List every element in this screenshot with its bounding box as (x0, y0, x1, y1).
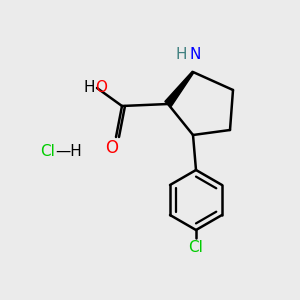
Polygon shape (165, 71, 194, 106)
Text: O: O (95, 80, 107, 94)
Text: Cl: Cl (189, 240, 203, 255)
Text: Cl: Cl (40, 145, 55, 160)
Text: H: H (83, 80, 95, 94)
Text: —H: —H (55, 145, 82, 160)
Text: H: H (175, 47, 187, 62)
Text: O: O (106, 139, 118, 157)
Text: N: N (189, 47, 201, 62)
